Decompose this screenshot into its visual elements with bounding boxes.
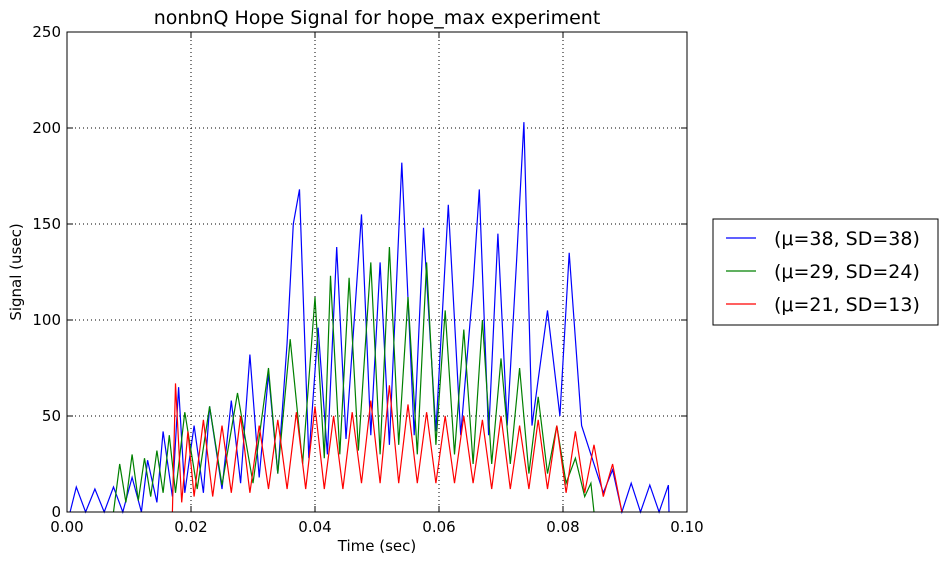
legend-label-3: (μ=21, SD=13) bbox=[774, 294, 920, 316]
grid bbox=[67, 32, 687, 512]
series-line-1 bbox=[69, 122, 670, 515]
legend-label-1: (μ=38, SD=38) bbox=[774, 228, 920, 250]
chart-title: nonbnQ Hope Signal for hope_max experime… bbox=[154, 7, 601, 29]
y-tick-label: 200 bbox=[32, 119, 61, 137]
y-tick-label: 250 bbox=[32, 23, 61, 41]
x-tick-label: 0.10 bbox=[670, 518, 703, 536]
legend-label-2: (μ=29, SD=24) bbox=[774, 261, 920, 283]
legend: (μ=38, SD=38) (μ=29, SD=24) (μ=21, SD=13) bbox=[712, 218, 939, 326]
x-tick-label: 0.02 bbox=[174, 518, 207, 536]
y-tick-label: 100 bbox=[32, 311, 61, 329]
legend-frame bbox=[712, 218, 939, 326]
x-tick-label: 0.00 bbox=[50, 518, 83, 536]
y-tick-label: 50 bbox=[42, 407, 61, 425]
series-line-2 bbox=[112, 246, 595, 513]
plot-background bbox=[67, 32, 687, 512]
series-layer bbox=[69, 122, 670, 515]
x-tick-label: 0.04 bbox=[298, 518, 331, 536]
x-axis-label: Time (sec) bbox=[337, 537, 416, 555]
x-tick-label: 0.08 bbox=[546, 518, 579, 536]
ticks: 0.00 0.02 0.04 0.06 0.08 0.10 0 50 100 150 200 250 bbox=[32, 23, 703, 536]
y-axis-label: Signal (usec) bbox=[7, 223, 25, 320]
y-tick-label: 0 bbox=[51, 503, 61, 521]
x-tick-label: 0.06 bbox=[422, 518, 455, 536]
y-tick-label: 150 bbox=[32, 215, 61, 233]
series-line-3 bbox=[171, 383, 623, 513]
plot-frame bbox=[66, 31, 688, 513]
